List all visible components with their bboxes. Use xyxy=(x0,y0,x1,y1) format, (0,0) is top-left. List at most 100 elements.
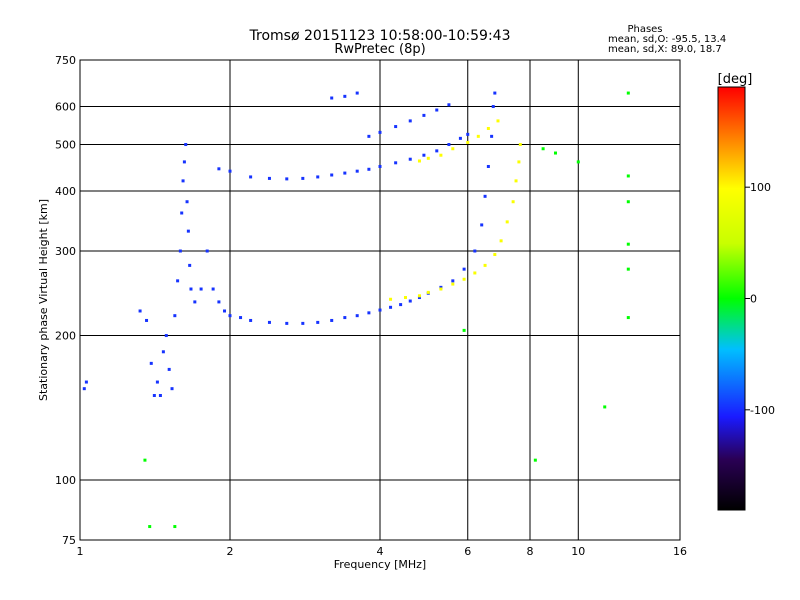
echo-point xyxy=(173,525,177,529)
echo-point xyxy=(199,287,203,291)
x-axis-label: Frequency [MHz] xyxy=(334,558,426,571)
colorbar-tick-label: -100 xyxy=(750,404,775,417)
echo-point xyxy=(330,173,334,177)
y-tick-label: 100 xyxy=(55,474,76,487)
echo-point xyxy=(399,303,403,307)
echo-point xyxy=(181,179,185,183)
echo-point xyxy=(355,91,359,95)
echo-point xyxy=(466,140,470,144)
echo-point xyxy=(389,297,393,301)
echo-point xyxy=(483,194,487,198)
echo-point xyxy=(493,91,497,95)
echo-point xyxy=(138,309,142,313)
echo-point xyxy=(223,309,227,313)
echo-point xyxy=(514,179,518,183)
echo-point xyxy=(626,174,630,178)
x-tick-label: 10 xyxy=(571,545,585,558)
echo-point xyxy=(343,171,347,175)
echo-point xyxy=(267,176,271,180)
echo-point xyxy=(458,136,462,140)
echo-point xyxy=(493,253,497,257)
plot-area xyxy=(79,59,681,541)
echo-point xyxy=(84,380,88,384)
x-tick-label: 8 xyxy=(527,545,534,558)
echo-point xyxy=(285,321,289,325)
echo-point xyxy=(462,277,466,281)
y-tick-label: 750 xyxy=(55,54,76,67)
echo-point xyxy=(217,300,221,304)
phase-stats-o: mean, sd,O: -95.5, 13.4 xyxy=(608,34,726,45)
echo-point xyxy=(343,94,347,98)
echo-point xyxy=(541,147,545,151)
echo-point xyxy=(626,242,630,246)
echo-point xyxy=(496,119,500,123)
y-axis-ticks: 75 100 200 300 400 500 600 750 xyxy=(55,54,76,547)
echo-point xyxy=(170,387,174,391)
echo-point xyxy=(491,105,495,109)
echo-point xyxy=(173,314,177,318)
echo-point xyxy=(143,458,147,462)
echo-point xyxy=(483,263,487,267)
echo-point xyxy=(180,211,184,215)
echo-point xyxy=(626,316,630,320)
x-tick-label: 4 xyxy=(377,545,384,558)
echo-point xyxy=(451,282,455,286)
echo-point xyxy=(499,239,503,243)
echo-point xyxy=(476,134,480,138)
echo-point xyxy=(301,176,305,180)
echo-point xyxy=(451,147,455,151)
echo-point xyxy=(378,308,382,312)
echo-point xyxy=(176,279,180,283)
echo-point xyxy=(486,126,490,130)
echo-point xyxy=(417,294,421,298)
echo-point xyxy=(417,159,421,163)
echo-point xyxy=(367,134,371,138)
chart-subtitle: RwPretec (8p) xyxy=(334,42,425,57)
echo-point xyxy=(426,156,430,160)
y-tick-label: 75 xyxy=(62,534,76,547)
echo-point xyxy=(603,405,607,409)
echo-point xyxy=(249,175,253,179)
y-tick-label: 300 xyxy=(55,245,76,258)
echo-point xyxy=(408,299,412,303)
echo-point xyxy=(435,149,439,153)
echo-point xyxy=(239,316,243,320)
echo-point xyxy=(178,249,182,253)
echo-point xyxy=(158,394,162,398)
echo-point xyxy=(394,161,398,165)
x-tick-label: 1 xyxy=(77,545,84,558)
echo-point xyxy=(249,318,253,322)
echo-point xyxy=(378,130,382,134)
echo-point xyxy=(447,143,451,147)
y-tick-label: 400 xyxy=(55,185,76,198)
echo-point xyxy=(576,160,580,164)
y-axis-label: Stationary phase Virtual Height [km] xyxy=(37,199,50,401)
echo-point xyxy=(330,96,334,100)
data-points xyxy=(82,91,630,529)
colorbar-label: [deg] xyxy=(718,72,753,87)
echo-point xyxy=(439,153,443,157)
echo-point xyxy=(439,285,443,289)
echo-point xyxy=(285,177,289,181)
echo-point xyxy=(511,200,515,204)
echo-point xyxy=(389,305,393,309)
echo-point xyxy=(161,350,165,354)
echo-point xyxy=(417,296,421,300)
phase-stats-heading: Phases xyxy=(627,24,662,35)
echo-point xyxy=(505,220,509,224)
echo-point xyxy=(330,318,334,322)
echo-point xyxy=(82,387,86,391)
echo-point xyxy=(355,314,359,318)
echo-point xyxy=(145,318,149,322)
echo-point xyxy=(152,394,156,398)
echo-point xyxy=(148,525,152,529)
y-tick-label: 600 xyxy=(55,101,76,114)
echo-point xyxy=(167,367,171,371)
echo-point xyxy=(466,132,470,136)
echo-point xyxy=(518,143,522,147)
echo-point xyxy=(553,151,557,155)
echo-point xyxy=(316,320,320,324)
colorbar-ticks: 100 0 -100 xyxy=(745,181,775,417)
echo-point xyxy=(193,300,197,304)
